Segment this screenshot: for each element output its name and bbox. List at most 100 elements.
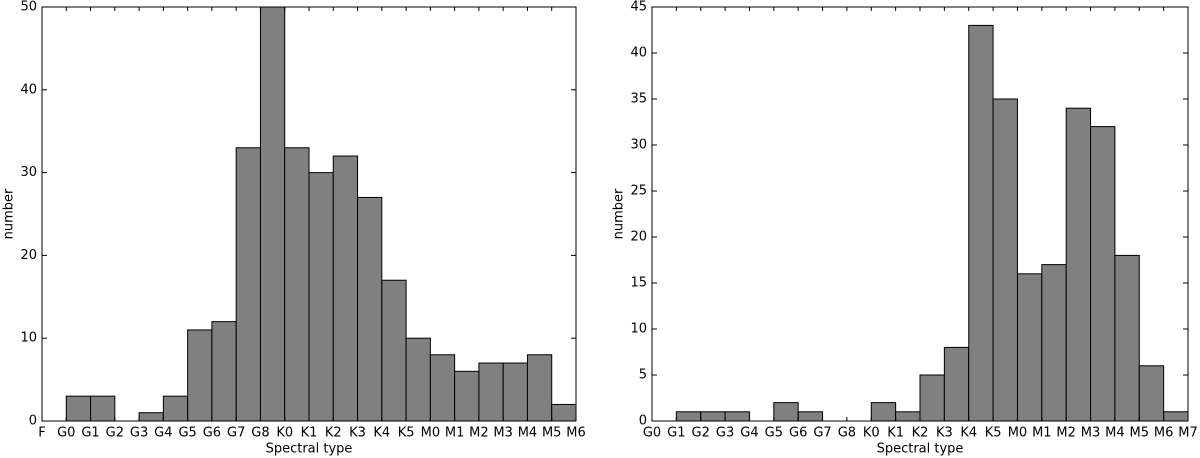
x-tick-label: G8 bbox=[251, 426, 269, 441]
bar bbox=[1138, 365, 1165, 422]
x-tick-label: G6 bbox=[789, 426, 807, 441]
y-axis-label: number bbox=[2, 188, 17, 239]
bar bbox=[870, 402, 897, 422]
x-tick-label: K0 bbox=[863, 426, 880, 441]
bar bbox=[1090, 126, 1116, 422]
x-tick-label: G6 bbox=[203, 426, 221, 441]
bar bbox=[162, 395, 189, 422]
bar bbox=[724, 411, 750, 422]
x-tick-label: G2 bbox=[692, 426, 710, 441]
bar bbox=[381, 279, 407, 422]
bar bbox=[992, 98, 1018, 422]
plot-frame bbox=[41, 6, 577, 422]
x-tick-label: M2 bbox=[469, 426, 489, 441]
x-tick-label: K3 bbox=[349, 426, 366, 441]
bar bbox=[235, 147, 261, 422]
y-tick-label: 5 bbox=[639, 368, 647, 383]
y-tick-label: 40 bbox=[20, 82, 37, 97]
x-tick-label: G0 bbox=[57, 426, 75, 441]
x-tick-label: M3 bbox=[493, 426, 513, 441]
y-axis-label: number bbox=[612, 188, 627, 239]
x-tick-label: K1 bbox=[887, 426, 904, 441]
bar bbox=[1016, 273, 1043, 422]
bar bbox=[478, 362, 504, 422]
x-tick-label: M5 bbox=[542, 426, 562, 441]
bar bbox=[138, 412, 164, 422]
x-tick-label: M0 bbox=[1008, 426, 1028, 441]
x-tick-label: G0 bbox=[643, 426, 661, 441]
bar bbox=[551, 403, 577, 422]
x-tick-label: G3 bbox=[130, 426, 148, 441]
x-tick-label: G2 bbox=[106, 426, 124, 441]
bar bbox=[211, 321, 237, 422]
bar bbox=[700, 411, 726, 422]
x-tick-label: M6 bbox=[1154, 426, 1174, 441]
x-tick-label: G4 bbox=[740, 426, 758, 441]
bar bbox=[1163, 411, 1189, 422]
bar bbox=[526, 354, 553, 422]
x-tick-label: K5 bbox=[985, 426, 1002, 441]
y-tick-label: 25 bbox=[630, 184, 647, 199]
x-tick-label: M2 bbox=[1056, 426, 1076, 441]
y-tick-label: 20 bbox=[20, 248, 37, 263]
x-tick-label: K4 bbox=[373, 426, 390, 441]
bar bbox=[405, 337, 431, 422]
y-tick-label: 30 bbox=[20, 165, 37, 180]
bar bbox=[895, 411, 921, 422]
bar bbox=[919, 374, 945, 422]
x-tick-label: K4 bbox=[960, 426, 977, 441]
x-axis-label: Spectral type bbox=[877, 442, 964, 457]
x-axis-label: Spectral type bbox=[266, 442, 353, 457]
x-tick-label: G3 bbox=[716, 426, 734, 441]
bar bbox=[90, 395, 116, 422]
bar bbox=[187, 329, 213, 422]
bar bbox=[284, 147, 310, 422]
x-tick-label: M6 bbox=[566, 426, 586, 441]
x-tick-label: K2 bbox=[912, 426, 929, 441]
x-tick-label: K0 bbox=[276, 426, 293, 441]
bar bbox=[502, 362, 528, 422]
y-tick-label: 10 bbox=[630, 322, 647, 337]
bar bbox=[797, 411, 824, 422]
y-tick-label: 0 bbox=[29, 414, 37, 429]
y-tick-label: 10 bbox=[20, 331, 37, 346]
plot-frame bbox=[651, 6, 1189, 422]
x-tick-label: G5 bbox=[178, 426, 196, 441]
x-tick-label: G8 bbox=[838, 426, 856, 441]
bar bbox=[259, 6, 286, 422]
bar bbox=[675, 411, 702, 422]
x-tick-label: G1 bbox=[667, 426, 685, 441]
bar bbox=[773, 402, 799, 422]
x-tick-label: K1 bbox=[301, 426, 318, 441]
y-tick-label: 15 bbox=[630, 276, 647, 291]
x-tick-label: M1 bbox=[445, 426, 465, 441]
bar bbox=[357, 196, 383, 422]
bar bbox=[429, 354, 456, 422]
y-tick-label: 35 bbox=[630, 92, 647, 107]
y-tick-label: 30 bbox=[630, 138, 647, 153]
bar bbox=[943, 346, 970, 422]
x-tick-label: K3 bbox=[936, 426, 953, 441]
x-tick-label: M7 bbox=[1178, 426, 1198, 441]
y-tick-label: 50 bbox=[20, 0, 37, 15]
bar bbox=[1065, 107, 1092, 422]
bar bbox=[308, 172, 334, 422]
y-tick-label: 0 bbox=[639, 414, 647, 429]
y-tick-label: 20 bbox=[630, 230, 647, 245]
y-tick-label: 40 bbox=[630, 46, 647, 61]
bar bbox=[332, 155, 359, 422]
x-tick-label: M0 bbox=[421, 426, 441, 441]
x-tick-label: G1 bbox=[81, 426, 99, 441]
x-tick-label: M4 bbox=[518, 426, 538, 441]
x-tick-label: M5 bbox=[1130, 426, 1150, 441]
x-tick-label: M4 bbox=[1105, 426, 1125, 441]
bar bbox=[1114, 254, 1140, 422]
x-tick-label: F bbox=[38, 426, 45, 441]
x-tick-label: M1 bbox=[1032, 426, 1052, 441]
bar bbox=[968, 24, 994, 422]
x-tick-label: K2 bbox=[325, 426, 342, 441]
x-tick-label: K5 bbox=[398, 426, 415, 441]
x-tick-label: G4 bbox=[154, 426, 172, 441]
